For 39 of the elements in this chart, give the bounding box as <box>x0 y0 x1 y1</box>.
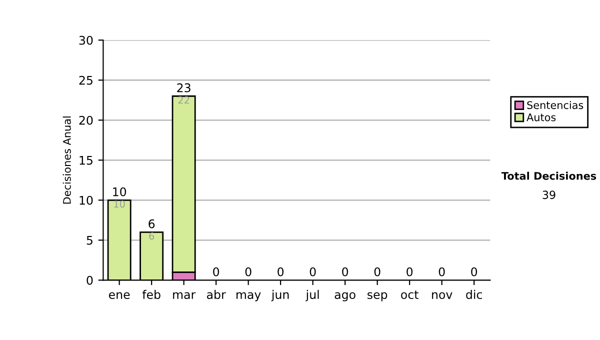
x-tick-label: ene <box>108 292 130 300</box>
x-tick-label: oct <box>401 290 418 300</box>
x-tick-label: ago <box>334 292 356 302</box>
total-label: 0 <box>374 267 380 276</box>
total-label: 23 <box>177 83 190 92</box>
data-label: 10 <box>114 200 125 208</box>
x-tick-label: dic <box>466 290 482 300</box>
text: 39 <box>542 190 556 200</box>
data-label: 22 <box>178 96 190 104</box>
y-tick-label: 20 <box>79 116 93 125</box>
legend-label: Sentencias <box>527 101 584 110</box>
x-tick-label: feb <box>142 290 160 300</box>
total-label: 10 <box>113 187 126 196</box>
total-label: 0 <box>310 267 316 276</box>
y-tick-label: 0 <box>86 276 93 285</box>
x-tick-label: jul <box>306 290 319 302</box>
x-tick-label: jun <box>271 290 289 302</box>
total-label: 0 <box>438 267 445 276</box>
x-tick-label: nov <box>432 292 452 300</box>
y-tick-label: 25 <box>79 76 92 85</box>
y-axis-title: Decisiones Anual <box>62 116 71 204</box>
data-label: 6 <box>149 232 154 240</box>
total-label: 0 <box>245 267 252 276</box>
x-tick-label: mar <box>173 292 196 300</box>
total-label: 0 <box>471 267 478 276</box>
x-tick-label: abr <box>206 290 226 300</box>
total-label: 0 <box>213 267 220 276</box>
total-label: 0 <box>278 267 284 276</box>
y-tick-label: 15 <box>80 156 92 165</box>
x-tick-label: sep <box>368 292 388 302</box>
total-label: 0 <box>406 267 413 276</box>
legend-label: Autos <box>526 113 556 122</box>
total-label: 0 <box>342 267 348 276</box>
total-label: 6 <box>148 219 155 228</box>
y-tick-label: 30 <box>79 36 93 45</box>
text: Total Decisiones <box>501 172 596 180</box>
y-tick-label: 5 <box>86 236 92 245</box>
y-tick-label: 10 <box>80 196 93 205</box>
x-tick-label: may <box>236 292 261 302</box>
